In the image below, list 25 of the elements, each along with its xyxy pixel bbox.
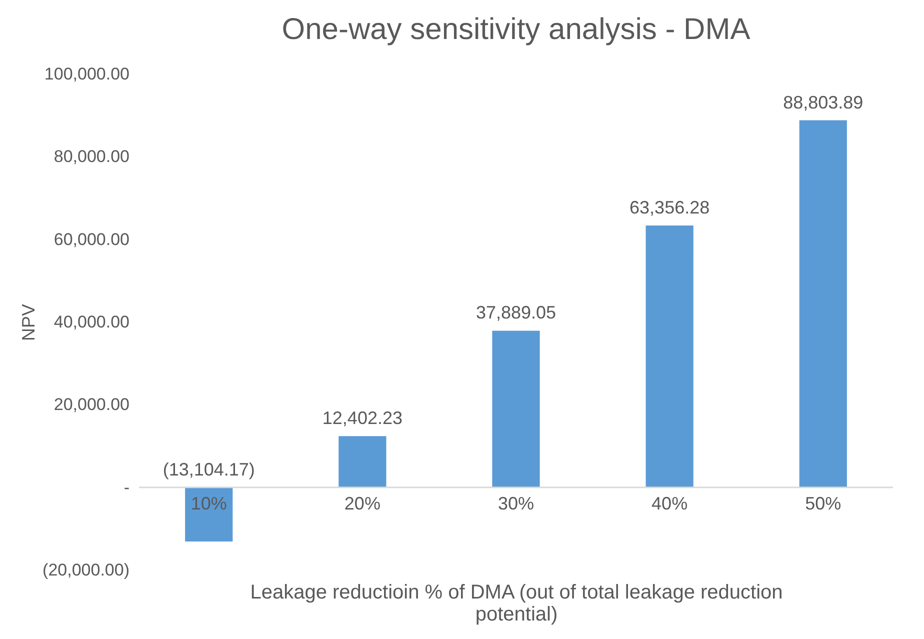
- y-tick-label: 100,000.00: [44, 64, 130, 84]
- x-tick-label: 50%: [805, 493, 842, 514]
- y-tick-label: -: [124, 478, 130, 497]
- bar: [492, 330, 540, 488]
- x-axis-title: Leakage reductioin % of DMA (out of total leakage reduction potential): [250, 582, 783, 626]
- data-label: 88,803.89: [783, 92, 864, 112]
- y-tick-label: (20,000.00): [42, 560, 130, 580]
- y-tick-label: 80,000.00: [54, 147, 130, 166]
- bar: [185, 487, 233, 542]
- x-tick-label: 20%: [344, 493, 380, 514]
- y-tick-label: 20,000.00: [54, 395, 130, 414]
- y-axis-title: NPV: [18, 304, 39, 342]
- bar: [799, 120, 847, 488]
- x-tick-label: 30%: [498, 493, 534, 514]
- chart-title: One-way sensitivity analysis - DMA: [282, 13, 750, 46]
- data-label: 63,356.28: [630, 197, 710, 218]
- x-tick-label: 10%: [190, 493, 227, 514]
- data-label: 37,889.05: [476, 302, 556, 323]
- y-tick-label: 40,000.00: [54, 312, 130, 332]
- bar: [338, 436, 386, 488]
- bar: [646, 225, 694, 488]
- data-label: 12,402.23: [322, 408, 402, 428]
- x-tick-label: 40%: [652, 493, 688, 514]
- data-label: (13,104.17): [162, 459, 255, 480]
- y-tick-label: 60,000.00: [54, 230, 130, 249]
